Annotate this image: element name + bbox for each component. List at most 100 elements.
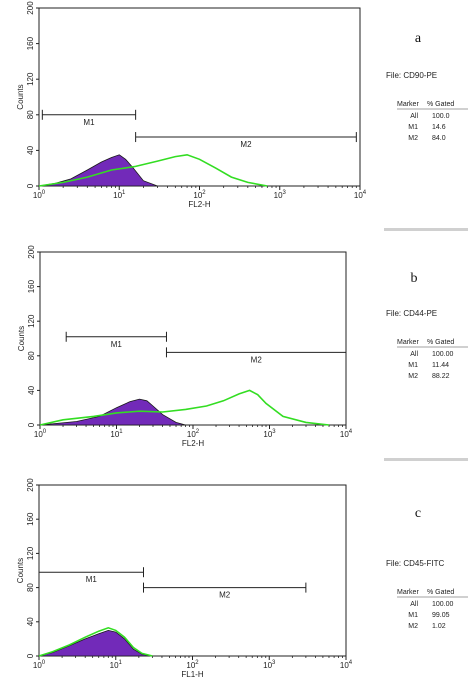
stats-marker-cell: M1 <box>408 124 418 131</box>
x-axis-label: FL2-H <box>188 200 210 209</box>
stats-marker-cell: M1 <box>408 612 418 619</box>
x-tick-base: 10 <box>263 661 272 670</box>
stats-marker-cell: M1 <box>408 362 418 369</box>
x-tick-label: 102 <box>186 660 199 670</box>
x-tick-exponent: 4 <box>363 190 367 196</box>
y-tick-label: 40 <box>26 145 35 154</box>
marker-label: M1 <box>83 118 95 127</box>
y-tick-label: 120 <box>27 314 36 328</box>
x-tick-base: 10 <box>34 430 43 439</box>
stats-gated-cell: 14.6 <box>432 124 446 131</box>
x-tick-exponent: 0 <box>42 660 46 666</box>
stats-gated-cell: 100.00 <box>432 601 454 608</box>
stats-gated-cell: 100.0 <box>432 113 450 120</box>
marker-label: M2 <box>240 140 252 149</box>
marker-label: M1 <box>111 340 123 349</box>
stats-header-marker: Marker <box>397 589 419 596</box>
x-tick-label: 103 <box>263 660 276 670</box>
histogram-series-outline <box>39 389 330 426</box>
x-tick-label: 104 <box>340 429 353 439</box>
x-tick-exponent: 3 <box>283 190 287 196</box>
y-axis-label: Counts <box>16 84 25 109</box>
x-tick-exponent: 0 <box>42 190 46 196</box>
stats-marker-cell: All <box>410 113 418 120</box>
plot-frame <box>38 484 347 657</box>
stats-header-gated: % Gated <box>427 101 454 108</box>
x-tick-base: 10 <box>354 191 363 200</box>
x-tick-exponent: 2 <box>196 429 200 435</box>
stats-gated-cell: 88.22 <box>432 373 450 380</box>
x-tick-label: 104 <box>354 190 367 200</box>
x-tick-base: 10 <box>340 430 349 439</box>
y-tick-label: 120 <box>26 72 35 86</box>
y-tick-label: 160 <box>26 36 35 50</box>
x-tick-exponent: 2 <box>195 660 199 666</box>
x-tick-label: 102 <box>193 190 206 200</box>
x-tick-base: 10 <box>110 430 119 439</box>
y-tick-label: 80 <box>27 351 36 360</box>
stats-gated-cell: 11.44 <box>432 362 449 369</box>
plot-frame <box>39 251 347 426</box>
stats-file-name: File: CD44-PE <box>386 309 437 318</box>
histogram-series-outline <box>38 626 153 657</box>
x-tick-label: 103 <box>263 429 276 439</box>
stats-gated-cell: 1.02 <box>432 623 446 630</box>
stats-gated-cell: 84.0 <box>432 135 446 142</box>
stats-marker-cell: All <box>410 351 418 358</box>
x-tick-exponent: 1 <box>119 429 123 435</box>
panel-letter: c <box>415 506 421 521</box>
stats-header-gated: % Gated <box>427 339 454 346</box>
x-tick-base: 10 <box>186 661 195 670</box>
x-tick-base: 10 <box>113 191 122 200</box>
x-tick-base: 10 <box>110 661 119 670</box>
y-tick-label: 200 <box>26 478 35 492</box>
x-tick-exponent: 2 <box>202 190 206 196</box>
x-tick-label: 101 <box>110 660 123 670</box>
stats-marker-cell: M2 <box>408 623 418 630</box>
stats-marker-cell: All <box>410 601 418 608</box>
x-tick-label: 100 <box>33 190 46 200</box>
stats-header-gated: % Gated <box>427 589 454 596</box>
x-tick-base: 10 <box>340 661 349 670</box>
y-tick-label: 0 <box>27 422 36 427</box>
x-tick-exponent: 3 <box>272 660 276 666</box>
x-tick-label: 101 <box>110 429 123 439</box>
y-tick-label: 0 <box>26 183 35 188</box>
histogram-series-filled <box>39 398 186 426</box>
panel-letter: a <box>415 31 422 46</box>
stats-header-marker: Marker <box>397 101 419 108</box>
x-tick-label: 101 <box>113 190 126 200</box>
x-tick-exponent: 0 <box>43 429 47 435</box>
y-tick-label: 80 <box>26 583 35 592</box>
histogram-series-filled <box>38 154 158 187</box>
histogram-series-filled <box>38 629 153 657</box>
stats-header-marker: Marker <box>397 339 419 346</box>
stats-gated-cell: 99.05 <box>432 612 450 619</box>
x-tick-base: 10 <box>33 191 42 200</box>
y-tick-label: 160 <box>27 279 36 293</box>
x-tick-exponent: 4 <box>349 660 353 666</box>
y-axis-label: Counts <box>17 326 26 351</box>
x-tick-exponent: 4 <box>349 429 353 435</box>
panel-separator <box>384 228 468 231</box>
x-axis-label: FL1-H <box>181 670 203 679</box>
panel-letter: b <box>411 271 418 286</box>
x-tick-base: 10 <box>274 191 283 200</box>
x-tick-label: 100 <box>33 660 46 670</box>
marker-label: M2 <box>219 591 231 600</box>
x-axis-label: FL2-H <box>182 439 204 448</box>
x-tick-exponent: 3 <box>272 429 276 435</box>
stats-file-name: File: CD90-PE <box>386 71 437 80</box>
x-tick-exponent: 1 <box>122 190 126 196</box>
marker-label: M1 <box>86 575 98 584</box>
x-tick-base: 10 <box>193 191 202 200</box>
y-tick-label: 40 <box>26 617 35 626</box>
x-tick-label: 104 <box>340 660 353 670</box>
x-tick-label: 100 <box>34 429 47 439</box>
stats-marker-cell: M2 <box>408 373 418 380</box>
